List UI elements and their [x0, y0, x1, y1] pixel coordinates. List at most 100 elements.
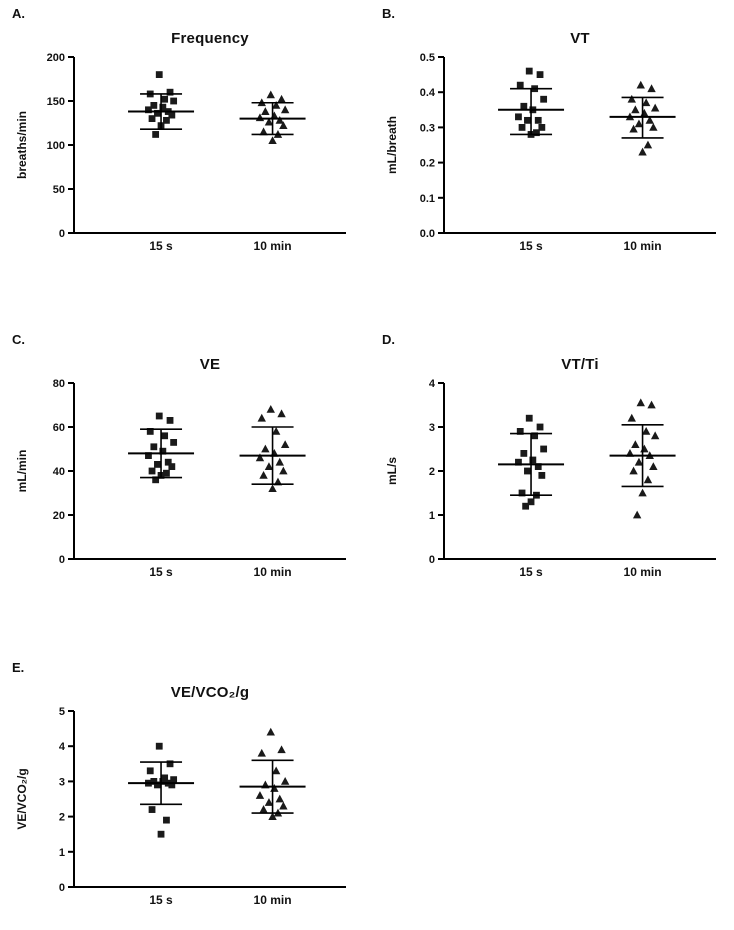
y-tick-label: 0: [59, 228, 65, 240]
data-point-triangle: [270, 784, 279, 792]
data-point-square: [150, 443, 158, 451]
data-point-triangle: [280, 105, 290, 114]
group-squares: [498, 414, 565, 510]
y-axis-label: breaths/min: [15, 111, 29, 179]
y-axis-label: VE/VCO₂/g: [15, 768, 29, 829]
data-point-square: [536, 71, 544, 78]
data-point-square: [166, 760, 174, 768]
panel-frequency: A. Frequency 0 50 100 150 200 breaths/min 15 s…: [8, 6, 360, 276]
x-category-label: 10 min: [254, 239, 292, 253]
data-point-square: [540, 95, 548, 103]
data-point-square: [538, 472, 546, 479]
data-point-square: [536, 423, 544, 431]
y-tick-label: 40: [53, 466, 65, 478]
y-tick-label: 100: [47, 140, 65, 152]
data-point-triangle: [277, 745, 286, 754]
chart-title: VT/Ti: [561, 356, 599, 373]
data-point-triangle: [271, 427, 281, 435]
group-squares: [128, 742, 195, 838]
data-point-triangle: [264, 798, 274, 806]
y-tick-label: 0.0: [420, 228, 435, 240]
scatter-plot-vt-ti: 0 1 2 3 4 mL/s 15 s 10 min: [385, 378, 716, 579]
data-point-triangle: [631, 105, 640, 114]
data-point-square: [520, 102, 528, 110]
group-triangles: [239, 405, 306, 492]
data-point-square: [516, 428, 524, 435]
y-tick-label: 2: [59, 812, 65, 824]
data-point-square: [145, 452, 152, 459]
y-tick-label: 4: [429, 378, 436, 390]
y-tick-label: 0: [59, 882, 65, 894]
y-axis-label: mL/min: [15, 450, 29, 493]
data-point-square: [161, 774, 169, 782]
data-point-triangle: [259, 805, 268, 813]
data-point-triangle: [634, 457, 644, 466]
data-point-square: [155, 742, 163, 750]
data-point-square: [529, 456, 537, 464]
data-point-triangle: [638, 488, 647, 497]
y-axis-label: mL/s: [385, 457, 399, 485]
x-category-label: 15 s: [149, 239, 173, 253]
data-point-square: [518, 489, 526, 497]
chart-title: VT: [570, 30, 590, 47]
data-point-square: [161, 95, 169, 103]
data-point-square: [155, 412, 163, 420]
y-tick-label: 50: [53, 184, 65, 196]
data-point-square: [524, 467, 531, 475]
y-tick-label: 0.3: [420, 122, 435, 134]
panel-label: D.: [382, 332, 395, 347]
y-tick-label: 5: [59, 706, 65, 718]
data-point-triangle: [640, 108, 649, 117]
data-point-square: [170, 439, 178, 446]
data-point-triangle: [275, 115, 284, 124]
y-tick-label: 0: [429, 554, 435, 566]
x-category-label: 10 min: [254, 565, 292, 579]
group-triangles: [609, 80, 676, 156]
data-point-square: [145, 106, 152, 114]
x-category-label: 10 min: [624, 565, 662, 579]
data-point-square: [534, 463, 542, 470]
data-point-square: [166, 88, 174, 96]
data-point-square: [168, 111, 176, 119]
scatter-plot-ve: 0 20 40 60 80 mL/min 15 s 10 min: [15, 378, 346, 579]
panel-ve-vco2-g: E. VE/VCO₂/g 0 1 2 3 4 5 VE/VCO₂/g 15 s 10 min: [8, 660, 360, 930]
figure-page: { "figure": { "panel_labels": ["A.", "B.…: [8, 6, 730, 907]
data-point-triangle: [255, 453, 265, 462]
data-point-square: [163, 816, 170, 824]
scatter-plot-ve-vco2-g: 0 1 2 3 4 5 VE/VCO₂/g 15 s 10 min: [15, 706, 346, 907]
data-point-triangle: [631, 440, 640, 448]
data-point-triangle: [280, 777, 290, 785]
data-point-triangle: [632, 510, 642, 519]
data-point-square: [168, 781, 176, 789]
data-point-triangle: [627, 94, 636, 103]
group-squares: [498, 67, 565, 138]
data-point-triangle: [257, 748, 266, 757]
data-point-square: [166, 417, 174, 424]
data-point-square: [525, 67, 533, 75]
data-point-square: [152, 131, 160, 138]
data-point-square: [533, 129, 540, 137]
data-point-triangle: [277, 94, 286, 103]
panel-vt: B. VT 0.0 0.1 0.2 0.3 0.4 0.5 mL/breath 15 s 10 …: [378, 6, 730, 276]
data-point-triangle: [257, 413, 266, 422]
data-point-square: [524, 116, 531, 124]
x-category-label: 15 s: [519, 239, 543, 253]
data-point-square: [146, 767, 154, 775]
data-point-triangle: [277, 409, 286, 418]
y-tick-label: 0.5: [420, 52, 435, 64]
x-category-label: 15 s: [149, 893, 173, 907]
y-tick-label: 1: [59, 847, 65, 859]
data-point-triangle: [641, 427, 651, 435]
data-point-triangle: [636, 80, 645, 89]
y-tick-label: 0.1: [420, 193, 435, 205]
data-point-triangle: [275, 794, 284, 803]
y-tick-label: 3: [429, 422, 435, 434]
data-point-square: [159, 103, 167, 111]
data-point-triangle: [264, 117, 274, 126]
data-point-triangle: [264, 462, 274, 470]
data-point-triangle: [259, 471, 268, 479]
data-point-square: [518, 124, 526, 131]
data-point-square: [148, 467, 156, 475]
data-point-square: [534, 116, 542, 124]
data-point-square: [525, 414, 533, 422]
